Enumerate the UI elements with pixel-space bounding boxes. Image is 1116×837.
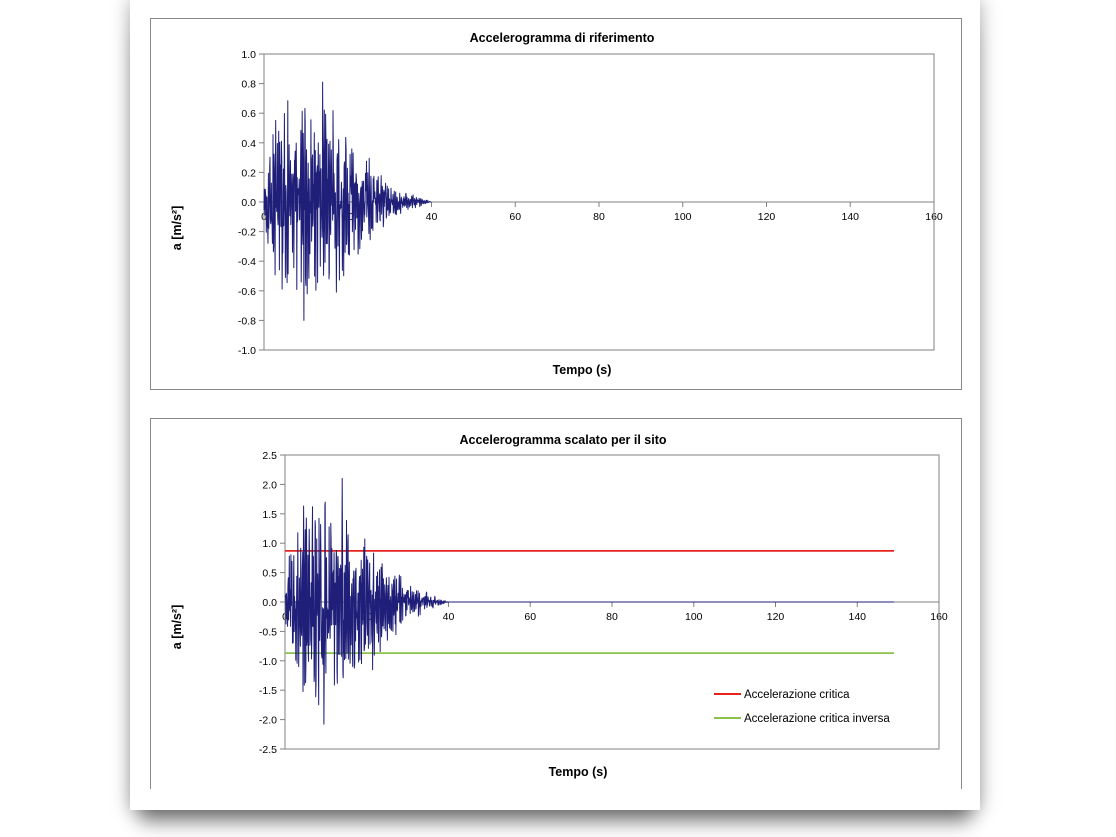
plot-area [284,454,940,750]
y-tick-label: 0.0 [262,597,277,609]
y-tick-label: -0.2 [238,227,256,239]
y-tick-label: -2.5 [259,744,277,756]
chart-reference-accelerogram: Accelerogramma di riferimento Tempo (s) … [170,31,943,377]
legend-label: Accelerazione critica [744,689,850,701]
y-tick-label: 0.4 [241,138,256,150]
series-line [284,478,894,725]
y-tick-label: 1.5 [262,509,277,521]
y-tick-label: -1.0 [259,656,277,668]
y-tick-label: 1.0 [241,49,256,61]
y-tick-label: -0.5 [259,626,277,638]
y-tick-label: 2.0 [262,479,277,491]
x-tick-label: 140 [841,211,859,223]
x-tick-label: 140 [848,611,866,623]
y-tick-label: 2.5 [262,450,277,462]
chart-panel-scaled: Accelerogramma scalato per il sito Tempo… [150,418,962,789]
x-tick-label: 80 [606,611,618,623]
y-tick-label: 0.2 [241,167,256,179]
y-tick-label: 0.5 [262,568,277,580]
plot-frame [284,454,940,750]
x-tick-label: 120 [767,611,785,623]
x-tick-label: 60 [509,211,521,223]
x-tick-label: 40 [426,211,438,223]
x-tick-label: 100 [674,211,692,223]
legend-label: Accelerazione critica inversa [744,713,890,725]
chart-legend: Accelerazione critica Accelerazione criti… [714,689,890,725]
y-tick-label: -0.6 [238,286,256,298]
y-tick-labels: 2.5 2.0 1.5 1.0 0.5 0.0 -0.5 -1.0 -1.5 -2.0 -2.5 [259,450,285,756]
y-tick-labels: 1.0 0.8 0.6 0.4 0.2 0.0 -0.2 -0.4 -0.6 -0.8 -1.0 [238,49,264,357]
y-tick-label: -1.5 [259,685,277,697]
x-axis-title: Tempo (s) [553,363,612,377]
y-axis-title: a [m/s²] [170,605,184,649]
y-tick-label: 1.0 [262,538,277,550]
x-tick-label: 120 [758,211,776,223]
document-page: Accelerogramma di riferimento Tempo (s) … [130,0,980,810]
y-tick-label: 0.8 [241,79,256,91]
y-tick-label: -1.0 [238,345,256,357]
chart-title: Accelerogramma di riferimento [470,31,655,45]
x-axis-title: Tempo (s) [549,765,608,779]
y-tick-label: -0.4 [238,256,256,268]
y-axis-title: a [m/s²] [170,206,184,250]
plot-area [263,53,935,351]
y-tick-label: -0.8 [238,315,256,327]
series-line [263,81,432,321]
x-tick-label: 80 [593,211,605,223]
y-tick-label: 0.6 [241,108,256,120]
x-tick-label: 100 [685,611,703,623]
y-tick-label: -2.0 [259,715,277,727]
x-tick-label: 40 [443,611,455,623]
chart-title: Accelerogramma scalato per il sito [459,433,666,447]
y-tick-label: 0.0 [241,197,256,209]
x-tick-label: 60 [524,611,536,623]
chart-scaled-accelerogram: Accelerogramma scalato per il sito Tempo… [170,433,948,779]
chart-panel-reference: Accelerogramma di riferimento Tempo (s) … [150,18,962,390]
